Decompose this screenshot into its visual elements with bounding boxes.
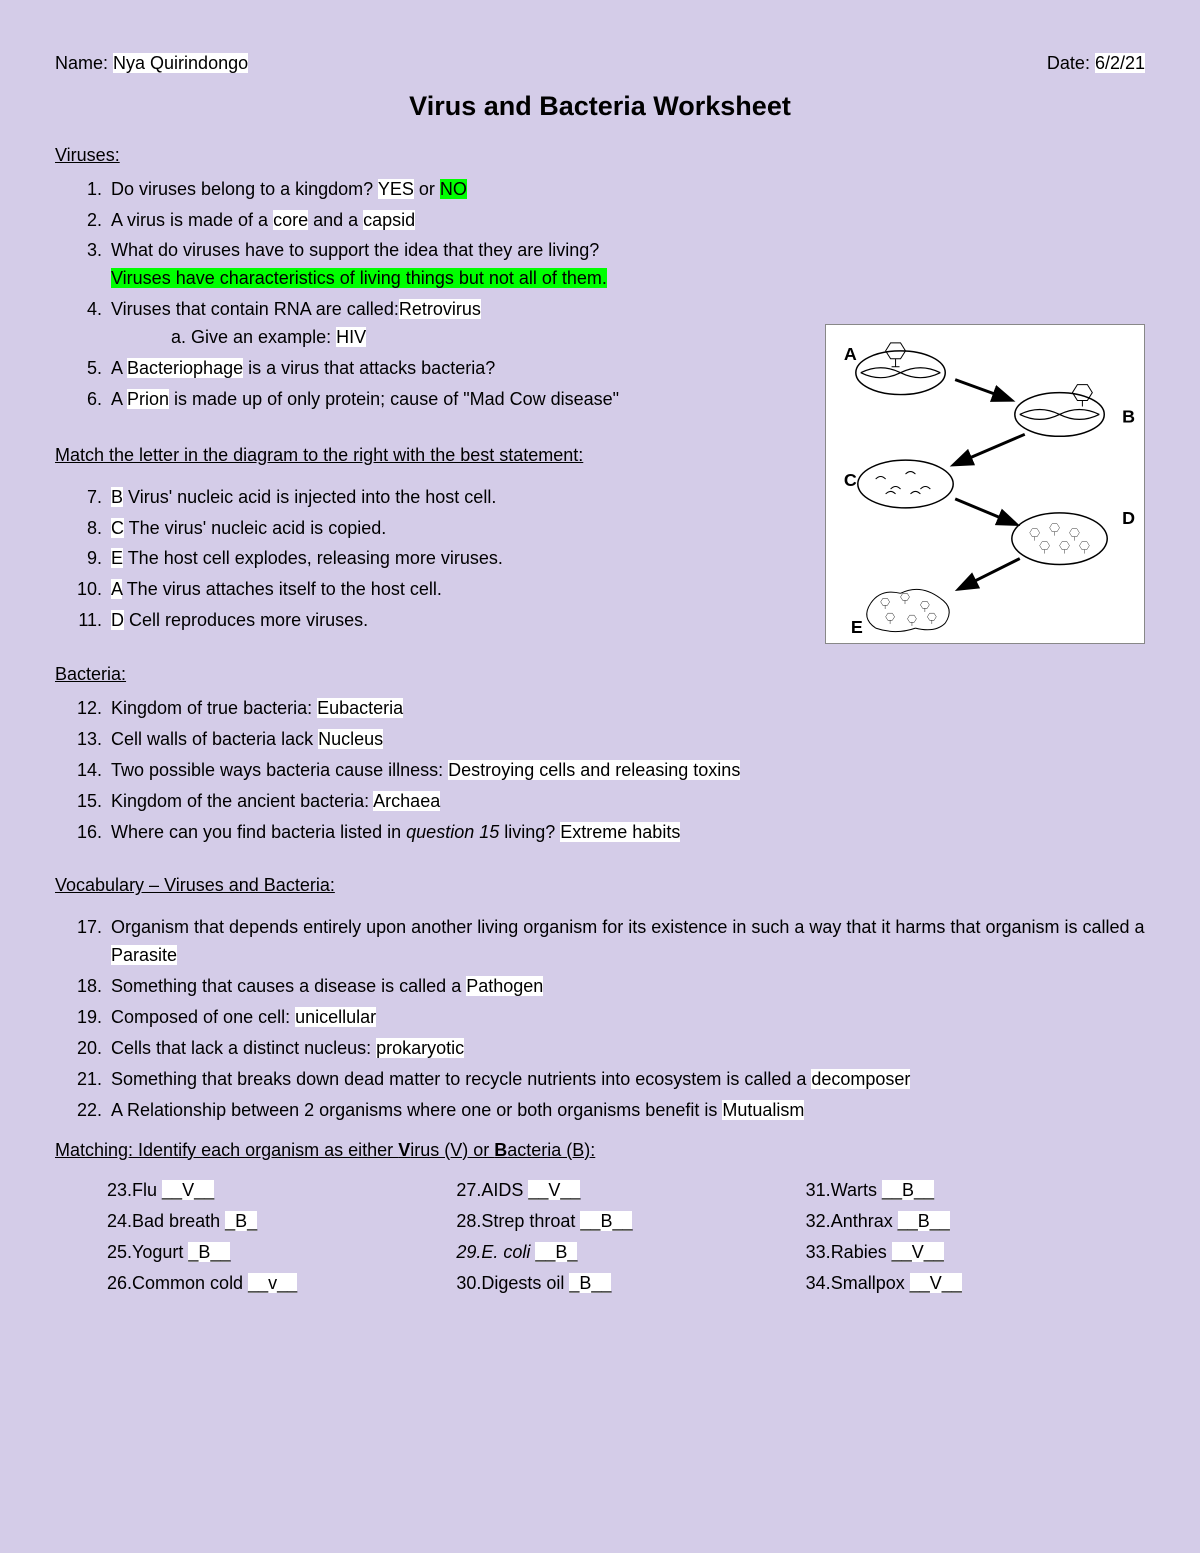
header-row: Name: Nya Quirindongo Date: 6/2/21 bbox=[55, 50, 1145, 78]
q22: A Relationship between 2 organisms where… bbox=[107, 1097, 1145, 1125]
m29: 29.E. coli __B_ bbox=[456, 1239, 795, 1267]
m25: 25.Yogurt _B__ bbox=[107, 1239, 446, 1267]
label-C: C bbox=[844, 470, 857, 490]
m28: 28.Strep throat __B__ bbox=[456, 1208, 795, 1236]
q21: Something that breaks down dead matter t… bbox=[107, 1066, 1145, 1094]
content: A B C bbox=[55, 142, 1145, 1301]
q5: A Bacteriophage is a virus that attacks … bbox=[107, 355, 767, 383]
match-col-3: 31.Warts __B__ 32.Anthrax __B__ 33.Rabie… bbox=[806, 1174, 1145, 1301]
matching-columns: 23.Flu __V__ 24.Bad breath _B_ 25.Yogurt… bbox=[55, 1174, 1145, 1301]
m24: 24.Bad breath _B_ bbox=[107, 1208, 446, 1236]
label-E: E bbox=[851, 617, 863, 637]
date-field: Date: 6/2/21 bbox=[1047, 50, 1145, 78]
m27: 27.AIDS __V__ bbox=[456, 1177, 795, 1205]
q2: A virus is made of a core and a capsid bbox=[107, 207, 1145, 235]
viruses-heading: Viruses: bbox=[55, 142, 1145, 170]
q6: A Prion is made up of only protein; caus… bbox=[107, 386, 767, 414]
q13: Cell walls of bacteria lack Nucleus bbox=[107, 726, 1145, 754]
match-col-1: 23.Flu __V__ 24.Bad breath _B_ 25.Yogurt… bbox=[107, 1174, 446, 1301]
q19: Composed of one cell: unicellular bbox=[107, 1004, 1145, 1032]
q15: Kingdom of the ancient bacteria: Archaea bbox=[107, 788, 1145, 816]
m26: 26.Common cold __v__ bbox=[107, 1270, 446, 1298]
date-label: Date: bbox=[1047, 53, 1095, 73]
m33: 33.Rabies __V__ bbox=[806, 1239, 1145, 1267]
m23: 23.Flu __V__ bbox=[107, 1177, 446, 1205]
q20: Cells that lack a distinct nucleus: prok… bbox=[107, 1035, 1145, 1063]
label-D: D bbox=[1122, 507, 1135, 527]
label-A: A bbox=[844, 344, 857, 364]
m32: 32.Anthrax __B__ bbox=[806, 1208, 1145, 1236]
m34: 34.Smallpox __V__ bbox=[806, 1270, 1145, 1298]
name-label: Name: bbox=[55, 53, 113, 73]
vocab-list: Organism that depends entirely upon anot… bbox=[55, 914, 1145, 1124]
page-title: Virus and Bacteria Worksheet bbox=[55, 86, 1145, 128]
bacteria-list: Kingdom of true bacteria: Eubacteria Cel… bbox=[55, 695, 1145, 846]
match-heading: Match the letter in the diagram to the r… bbox=[55, 442, 715, 470]
q18: Something that causes a disease is calle… bbox=[107, 973, 1145, 1001]
q12: Kingdom of true bacteria: Eubacteria bbox=[107, 695, 1145, 723]
name-value: Nya Quirindongo bbox=[113, 53, 248, 73]
date-value: 6/2/21 bbox=[1095, 53, 1145, 73]
q17: Organism that depends entirely upon anot… bbox=[107, 914, 1145, 970]
match-col-2: 27.AIDS __V__ 28.Strep throat __B__ 29.E… bbox=[456, 1174, 795, 1301]
q14: Two possible ways bacteria cause illness… bbox=[107, 757, 1145, 785]
matching2-heading: Matching: Identify each organism as eith… bbox=[55, 1137, 1145, 1165]
m31: 31.Warts __B__ bbox=[806, 1177, 1145, 1205]
lytic-cycle-diagram: A B C bbox=[825, 324, 1145, 644]
q3: What do viruses have to support the idea… bbox=[107, 237, 1145, 293]
bacteria-heading: Bacteria: bbox=[55, 661, 1145, 689]
name-field: Name: Nya Quirindongo bbox=[55, 50, 248, 78]
label-B: B bbox=[1122, 406, 1135, 426]
vocab-heading: Vocabulary – Viruses and Bacteria: bbox=[55, 872, 1145, 900]
m30: 30.Digests oil _B__ bbox=[456, 1270, 795, 1298]
q1: Do viruses belong to a kingdom? YES or N… bbox=[107, 176, 1145, 204]
q16: Where can you find bacteria listed in qu… bbox=[107, 819, 1145, 847]
